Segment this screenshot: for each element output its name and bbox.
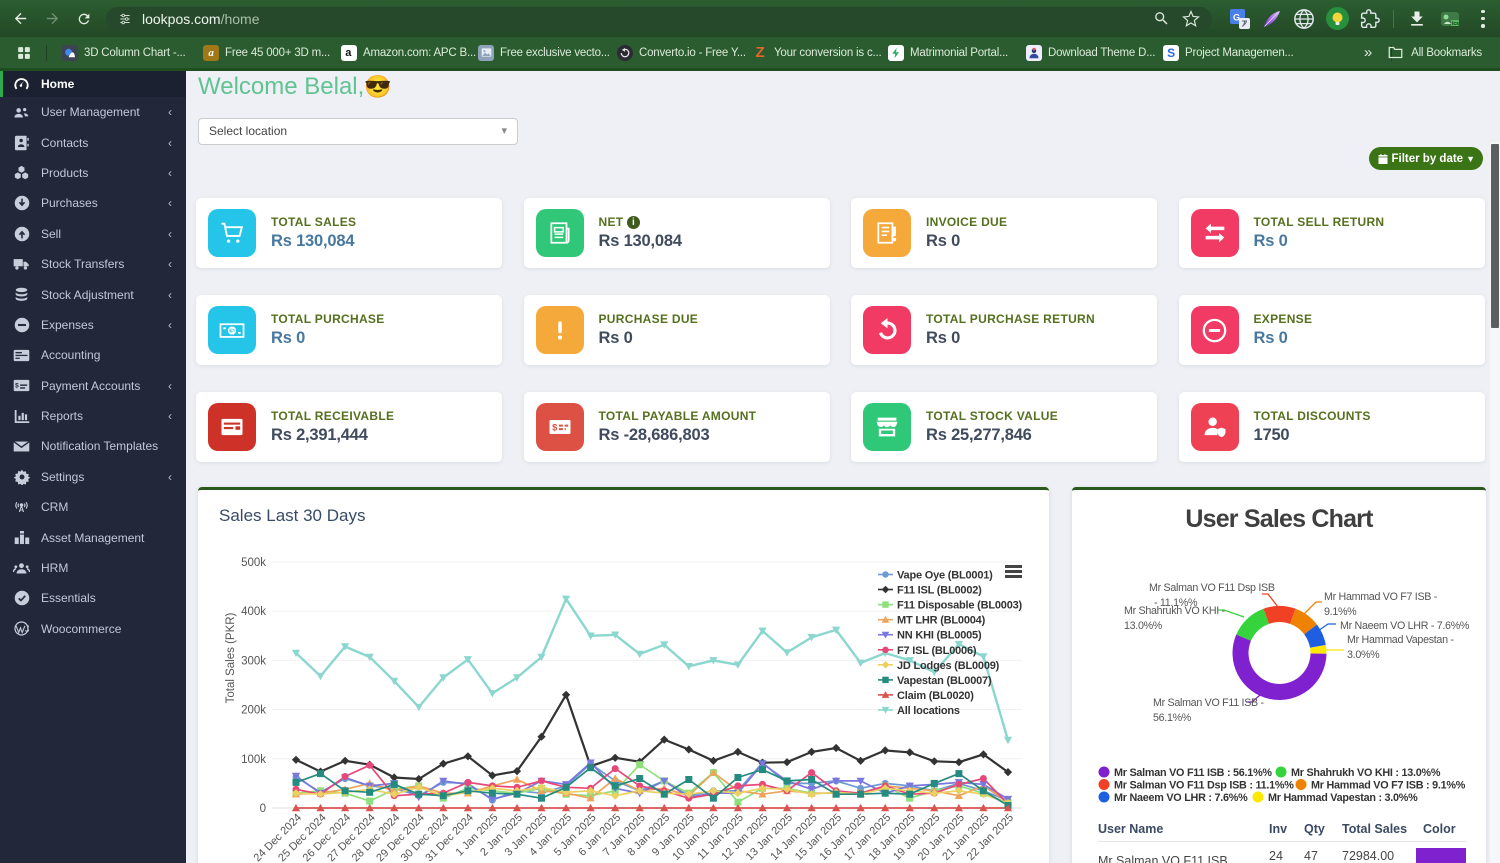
svg-text:Mr Shahrukh VO KHI -: Mr Shahrukh VO KHI -	[1124, 605, 1226, 617]
svg-text:Mr Salman VO F11 ISB : 56.1%%: Mr Salman VO F11 ISB : 56.1%%	[1114, 767, 1272, 779]
svg-text:$: $	[15, 383, 19, 390]
svg-text:Mr Hammad Vapestan -: Mr Hammad Vapestan -	[1347, 634, 1454, 646]
svg-text:Vape Oye (BL0001): Vape Oye (BL0001)	[897, 570, 993, 582]
svg-text:ics: ics	[1452, 21, 1459, 27]
svg-text:200k: 200k	[241, 705, 266, 717]
svg-text:56.1%%: 56.1%%	[1153, 712, 1192, 724]
svg-text:A: A	[19, 505, 25, 514]
svg-text:Mr Salman VO F11 Dsp ISB : 11.: Mr Salman VO F11 Dsp ISB : 11.1%%	[1114, 780, 1294, 792]
svg-text:9.1%%: 9.1%%	[1324, 606, 1357, 618]
svg-text:3.0%%: 3.0%%	[1347, 649, 1380, 661]
svg-text:NN KHI (BL0005): NN KHI (BL0005)	[897, 630, 982, 642]
svg-text:400k: 400k	[241, 606, 266, 618]
svg-text:500k: 500k	[241, 557, 266, 569]
svg-text:13.0%%: 13.0%%	[1124, 620, 1163, 632]
svg-text:- 11.1%%: - 11.1%%	[1154, 597, 1198, 609]
svg-text:Vapestan (BL0007): Vapestan (BL0007)	[897, 675, 992, 687]
svg-text:JD Lodges (BL0009): JD Lodges (BL0009)	[897, 660, 1000, 672]
svg-text:F11 Disposable (BL0003): F11 Disposable (BL0003)	[897, 600, 1023, 612]
svg-text:Mr Hammad VO F7 ISB : 9.1%%: Mr Hammad VO F7 ISB : 9.1%%	[1311, 780, 1466, 792]
svg-text:Mr Salman VO F11 ISB -: Mr Salman VO F11 ISB -	[1153, 697, 1265, 709]
svg-text:F7 ISL (BL0006): F7 ISL (BL0006)	[897, 645, 977, 657]
svg-text:F11 ISL (BL0002): F11 ISL (BL0002)	[897, 585, 982, 597]
svg-text:Mr Naeem VO LHR - 7.6%%: Mr Naeem VO LHR - 7.6%%	[1340, 620, 1470, 632]
svg-text:Mr Naeem VO LHR : 7.6%%: Mr Naeem VO LHR : 7.6%%	[1114, 792, 1248, 804]
svg-text:Claim (BL0020): Claim (BL0020)	[897, 690, 974, 702]
svg-text:$: $	[230, 326, 235, 335]
svg-text:$: $	[552, 422, 558, 432]
svg-text:All locations: All locations	[897, 705, 960, 717]
svg-text:300k: 300k	[241, 655, 266, 667]
svg-text:0: 0	[260, 803, 266, 815]
svg-text:MT LHR (BL0004): MT LHR (BL0004)	[897, 615, 986, 627]
svg-text:Mr Hammad VO F7 ISB -: Mr Hammad VO F7 ISB -	[1324, 591, 1438, 603]
svg-text:100k: 100k	[241, 754, 266, 766]
svg-text:Mr Hammad Vapestan : 3.0%%: Mr Hammad Vapestan : 3.0%%	[1268, 792, 1418, 804]
svg-text:Mr Shahrukh VO KHI : 13.0%%: Mr Shahrukh VO KHI : 13.0%%	[1291, 767, 1441, 779]
svg-text:Total Sales (PKR): Total Sales (PKR)	[225, 612, 237, 703]
svg-text:G: G	[1233, 12, 1240, 22]
svg-text:Mr Salman VO F11 Dsp ISB: Mr Salman VO F11 Dsp ISB	[1149, 582, 1275, 594]
